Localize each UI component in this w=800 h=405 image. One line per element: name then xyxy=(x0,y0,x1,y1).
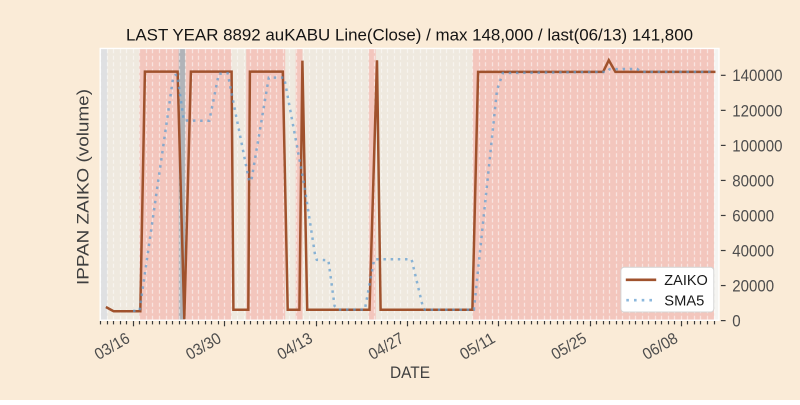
svg-text:04/27: 04/27 xyxy=(366,329,407,363)
svg-text:03/16: 03/16 xyxy=(92,329,133,363)
svg-text:60000: 60000 xyxy=(732,207,774,225)
svg-text:IPPAN ZAIKO (volume): IPPAN ZAIKO (volume) xyxy=(74,89,93,285)
svg-text:40000: 40000 xyxy=(732,242,774,260)
svg-text:0: 0 xyxy=(732,313,740,331)
svg-text:DATE: DATE xyxy=(390,364,430,382)
svg-text:05/25: 05/25 xyxy=(548,329,589,363)
svg-text:SMA5: SMA5 xyxy=(664,293,704,309)
svg-text:LAST YEAR 8892 auKABU Line(Clo: LAST YEAR 8892 auKABU Line(Close) / max … xyxy=(126,26,693,44)
svg-text:05/11: 05/11 xyxy=(457,329,498,363)
svg-text:06/08: 06/08 xyxy=(640,329,681,363)
svg-text:20000: 20000 xyxy=(732,277,774,295)
svg-text:120000: 120000 xyxy=(732,102,782,120)
svg-text:100000: 100000 xyxy=(732,137,782,155)
svg-text:140000: 140000 xyxy=(732,67,782,85)
svg-text:04/13: 04/13 xyxy=(274,329,315,363)
svg-text:80000: 80000 xyxy=(732,172,774,190)
svg-text:03/30: 03/30 xyxy=(183,329,224,363)
svg-text:ZAIKO: ZAIKO xyxy=(664,273,708,289)
